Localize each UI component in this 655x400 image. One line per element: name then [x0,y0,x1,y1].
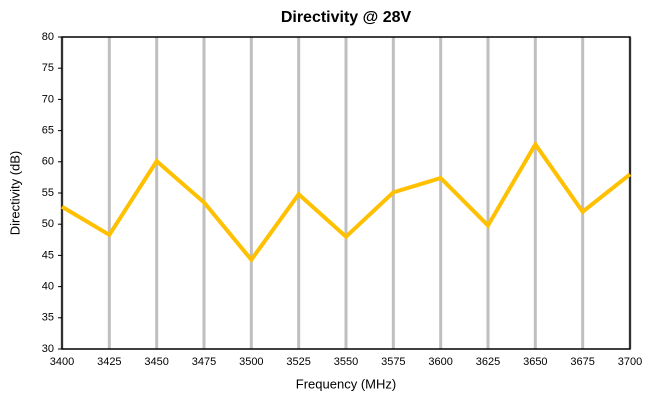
y-tick-label: 55 [42,187,54,199]
x-axis-label: Frequency (MHz) [296,376,396,391]
y-tick-label: 75 [42,62,54,74]
x-tick-label: 3700 [618,356,642,368]
x-tick-label: 3675 [570,356,594,368]
x-tick-label: 3550 [334,356,358,368]
x-tick-label: 3475 [192,356,216,368]
x-tick-label: 3450 [144,356,168,368]
y-tick-label: 35 [42,312,54,324]
x-tick-label: 3575 [381,356,405,368]
x-tick-label: 3400 [50,356,74,368]
y-tick-label: 65 [42,125,54,137]
y-tick-label: 80 [42,31,54,43]
y-tick-label: 40 [42,281,54,293]
y-tick-label: 30 [42,343,54,355]
y-tick-label: 60 [42,156,54,168]
chart-title: Directivity @ 28V [281,9,412,26]
x-tick-label: 3525 [286,356,310,368]
y-tick-label: 50 [42,218,54,230]
plot-frame [61,36,631,350]
x-tick-label: 3650 [523,356,547,368]
y-axis-label: Directivity (dB) [7,151,22,236]
x-tick-label: 3625 [476,356,500,368]
x-tick-label: 3500 [239,356,263,368]
y-tick-label: 70 [42,93,54,105]
x-tick-label: 3600 [428,356,452,368]
y-tick-label: 45 [42,249,54,261]
series-line [60,140,632,264]
x-tick-label: 3425 [97,356,121,368]
